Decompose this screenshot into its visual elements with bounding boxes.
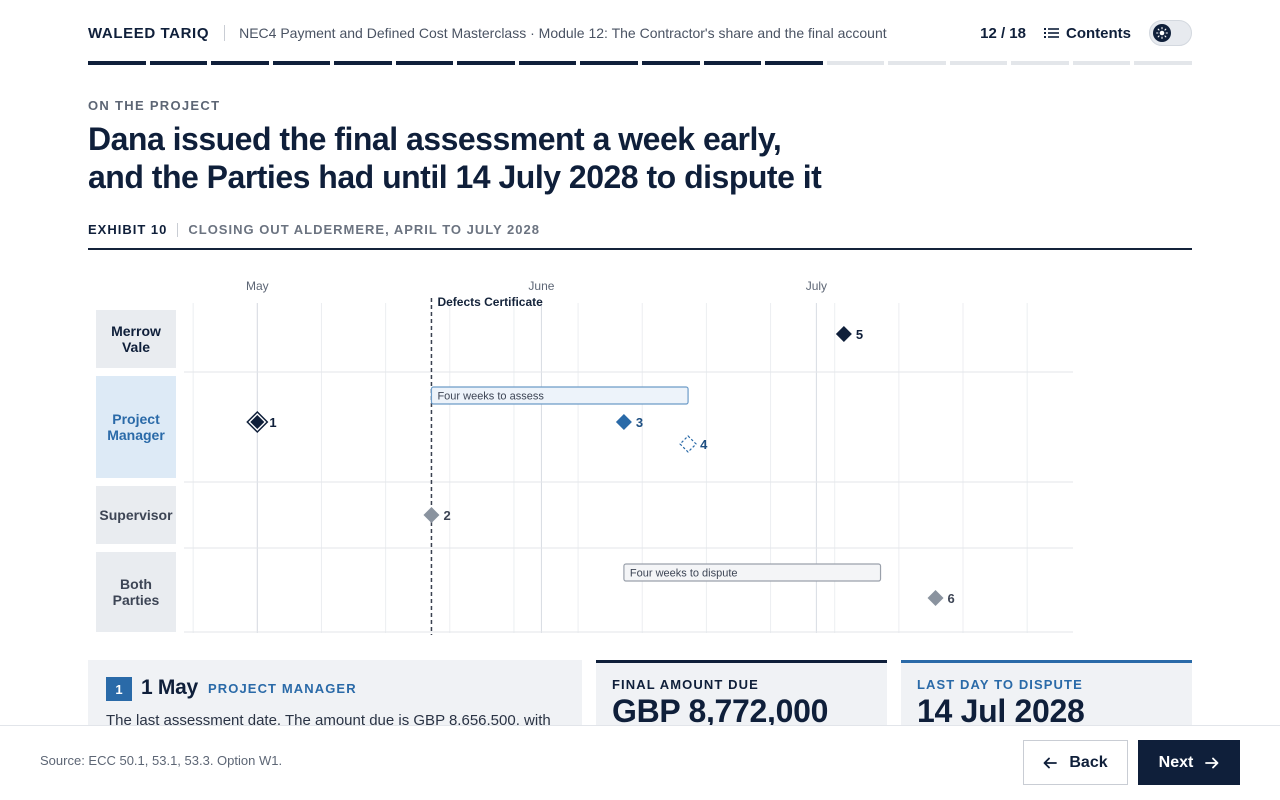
event-marker: 5: [835, 326, 863, 342]
back-label: Back: [1069, 753, 1108, 771]
progress-segment: [1134, 61, 1192, 65]
footer: Source: ECC 50.1, 53.1, 53.3. Option W1.…: [0, 725, 1280, 800]
lane-label-bg: [96, 486, 176, 544]
event-number-label: 6: [948, 591, 955, 606]
month-tick-label: May: [246, 279, 269, 293]
event-diamond: [835, 326, 852, 342]
headline-line-1: Dana issued the final assessment a week …: [88, 121, 782, 157]
event-diamond: [927, 590, 944, 606]
exhibit-header: EXHIBIT 10 CLOSING OUT ALDERMERE, APRIL …: [88, 222, 1192, 250]
event-number-label: 5: [856, 327, 863, 342]
event-diamond: [615, 414, 632, 430]
top-bar: WALEED TARIQ NEC4 Payment and Defined Co…: [88, 18, 1192, 48]
final-amount-value: GBP 8,772,000: [612, 693, 829, 729]
lane-label-bg: [96, 552, 176, 632]
event-marker: 3: [615, 414, 643, 430]
progress-segment: [518, 61, 577, 65]
event-role: PROJECT MANAGER: [208, 681, 357, 696]
brand-name: WALEED TARIQ: [88, 24, 210, 42]
progress-segment: [395, 61, 454, 65]
progress-segment: [949, 61, 1008, 65]
lane-label-bg: [96, 376, 176, 478]
theme-toggle[interactable]: [1149, 20, 1192, 46]
month-tick-label: July: [806, 279, 827, 293]
event-number-label: 2: [443, 508, 450, 523]
progress-segment: [457, 61, 515, 65]
lane-label: Manager: [107, 427, 165, 443]
duration-label: Four weeks to assess: [437, 391, 544, 403]
progress-segment: [765, 61, 823, 65]
progress-segment: [272, 61, 331, 65]
list-icon: [1044, 28, 1059, 38]
exhibit-number: EXHIBIT 10: [88, 222, 168, 237]
progress-segment: [88, 61, 146, 65]
section-eyebrow: ON THE PROJECT: [88, 98, 221, 113]
event-number-label: 3: [636, 415, 643, 430]
progress-segment: [334, 61, 392, 65]
header-divider: [224, 25, 226, 41]
course-title: NEC4 Payment and Defined Cost Masterclas…: [239, 25, 887, 41]
page-title: Dana issued the final assessment a week …: [88, 120, 908, 196]
progress-segment: [888, 61, 946, 65]
event-diamond: [679, 435, 697, 453]
event-number-label: 1: [269, 415, 276, 430]
event-date: 1 May: [141, 676, 198, 699]
progress-segment: [826, 61, 885, 65]
event-marker: 1: [246, 410, 277, 434]
final-amount-label: FINAL AMOUNT DUE: [612, 677, 759, 692]
arrow-right-icon: [1205, 757, 1219, 768]
last-day-value: 14 Jul 2028: [917, 693, 1085, 729]
duration-bar: [623, 563, 882, 582]
event-diamond: [250, 415, 265, 429]
exhibit-divider: [177, 223, 179, 237]
lane-label: Project: [112, 411, 160, 427]
event-description: The last assessment date. The amount due…: [106, 712, 551, 729]
progress-segment: [1011, 61, 1069, 65]
page-counter: 12 / 18: [980, 24, 1026, 42]
event-marker: 6: [927, 590, 955, 606]
event-marker: 2: [423, 507, 451, 523]
progress-segment: [211, 61, 269, 65]
contents-button[interactable]: Contents: [1044, 25, 1131, 42]
event-badge: 1: [106, 677, 132, 701]
event-marker: 4: [679, 435, 708, 453]
lane-label: Merrow: [111, 323, 161, 339]
progress-segment: [580, 61, 638, 65]
lane-label: Both: [120, 576, 152, 592]
lane-label: Parties: [113, 592, 160, 608]
month-tick-label: June: [528, 279, 554, 293]
source-note: Source: ECC 50.1, 53.1, 53.3. Option W1.: [40, 753, 283, 768]
progress-segment: [642, 61, 700, 65]
exhibit-title: CLOSING OUT ALDERMERE, APRIL TO JULY 202…: [188, 222, 540, 237]
arrow-left-icon: [1043, 757, 1058, 768]
back-button[interactable]: Back: [1023, 740, 1128, 785]
event-number-label: 4: [700, 437, 708, 452]
contents-label: Contents: [1066, 24, 1131, 42]
sun-icon: [1153, 24, 1171, 42]
next-label: Next: [1158, 753, 1194, 771]
event-diamond: [423, 507, 440, 523]
progress-segment: [703, 61, 762, 65]
last-day-label: LAST DAY TO DISPUTE: [917, 677, 1083, 692]
progress-bar: [88, 61, 1192, 65]
progress-segment: [1072, 61, 1131, 65]
headline-line-2: and the Parties had until 14 July 2028 t…: [88, 159, 822, 195]
lane-label: Vale: [122, 339, 150, 355]
next-button[interactable]: Next: [1138, 740, 1240, 785]
duration-bar: [430, 386, 689, 405]
lane-label-bg: [96, 310, 176, 368]
lane-label: Supervisor: [99, 507, 173, 523]
progress-segment: [149, 61, 208, 65]
defects-certificate-label: Defects Certificate: [437, 295, 543, 309]
duration-label: Four weeks to dispute: [630, 568, 738, 580]
